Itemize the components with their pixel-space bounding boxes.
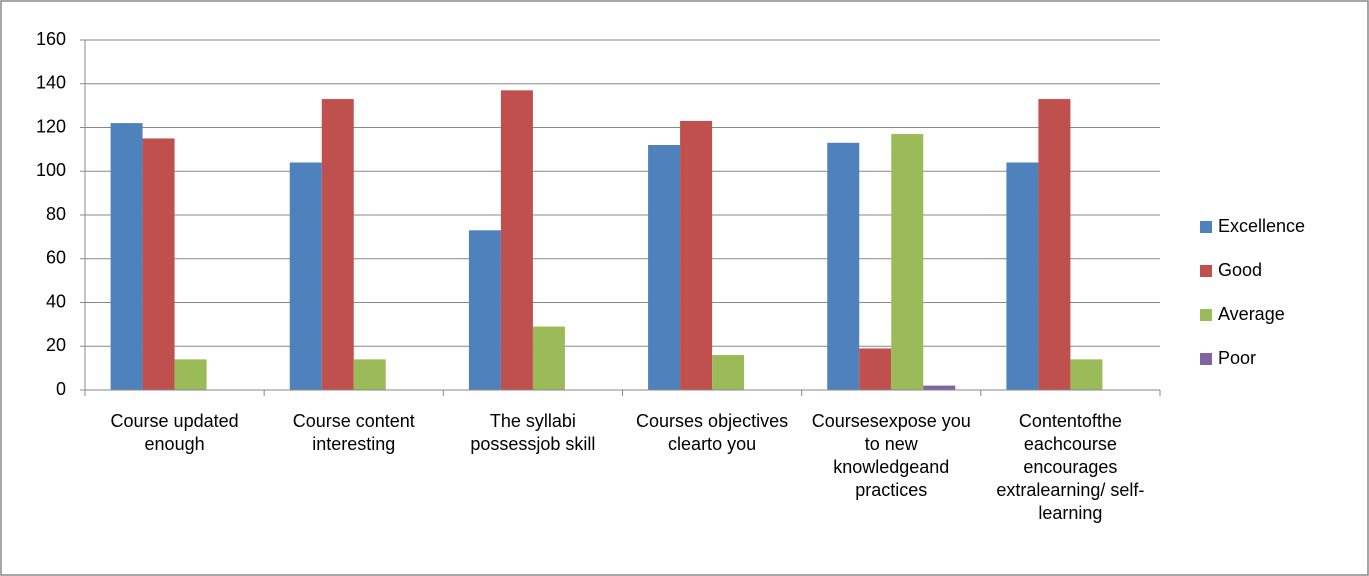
bar [174, 359, 207, 390]
y-tick-label: 60 [46, 248, 66, 268]
y-tick-label: 80 [46, 204, 66, 224]
bar [468, 230, 501, 390]
legend-swatch [1200, 353, 1212, 365]
bar [923, 385, 956, 390]
bar [142, 138, 175, 390]
x-tick-label: Contentofthe eachcourse encourages extra… [996, 411, 1145, 523]
bar [648, 145, 681, 390]
y-tick-label: 140 [36, 73, 66, 93]
y-tick-label: 160 [36, 29, 66, 49]
bar [321, 99, 354, 390]
x-tick-label: The syllabi possessjob skill [470, 411, 596, 454]
bar [1006, 162, 1039, 390]
y-tick-label: 100 [36, 160, 66, 180]
x-tick-label: Courses objectives clearto you [636, 411, 789, 454]
legend-swatch [1200, 309, 1212, 321]
bar [1038, 99, 1071, 390]
legend-swatch [1200, 265, 1212, 277]
bar [289, 162, 322, 390]
x-tick-label: Coursesexpose you to new knowledgeand pr… [811, 411, 971, 500]
y-tick-label: 40 [46, 291, 66, 311]
legend-label: Good [1218, 260, 1262, 280]
bar [827, 142, 860, 390]
x-tick-label: Course updated enough [110, 411, 239, 454]
bar [891, 134, 924, 390]
y-tick-label: 120 [36, 116, 66, 136]
y-tick-label: 20 [46, 335, 66, 355]
bar [353, 359, 386, 390]
x-tick-label: Course content interesting [292, 411, 415, 454]
bar [1070, 359, 1103, 390]
bar [712, 355, 745, 390]
bar [680, 120, 713, 390]
legend-label: Poor [1218, 348, 1256, 368]
bar [110, 123, 143, 390]
legend-label: Excellence [1218, 216, 1305, 236]
legend-swatch [1200, 221, 1212, 233]
y-tick-label: 0 [56, 379, 66, 399]
bar [500, 90, 533, 390]
bar [532, 326, 565, 390]
bar [859, 348, 892, 390]
legend-label: Average [1218, 304, 1285, 324]
